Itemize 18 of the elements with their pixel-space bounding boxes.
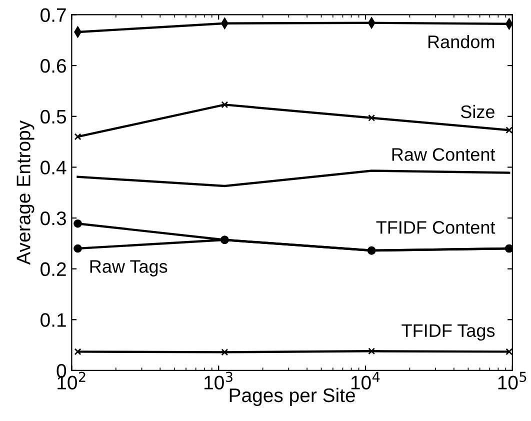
y-tick-label: 0.5 bbox=[40, 110, 66, 124]
series-label: Size bbox=[460, 104, 494, 118]
x-tick-label: 10$^{3}$ bbox=[204, 372, 232, 390]
legend-label: TFIDF Content bbox=[376, 221, 496, 234]
series-label: Raw Tags bbox=[90, 260, 168, 276]
y-tick-label: 0.3 bbox=[40, 211, 66, 226]
y-tick-label: 0.7 bbox=[40, 8, 66, 22]
y-tick-label: 0.6 bbox=[40, 59, 66, 73]
y-tick-label: 0.4 bbox=[40, 160, 66, 174]
x-tick-label: 10$^{5}$ bbox=[498, 372, 526, 390]
legend-label: Random bbox=[428, 34, 494, 48]
x-tick-label: 10$^{4}$ bbox=[351, 372, 380, 390]
x-axis-title: Pages per Site bbox=[230, 388, 355, 406]
series-label: Raw Content bbox=[392, 148, 496, 161]
y-tick-label: 0.2 bbox=[40, 262, 66, 276]
legend-label: TFIDF Tags bbox=[402, 324, 495, 341]
y-axis-title: Average Entropy bbox=[16, 120, 34, 265]
y-tick-label: 0.1 bbox=[40, 313, 66, 327]
